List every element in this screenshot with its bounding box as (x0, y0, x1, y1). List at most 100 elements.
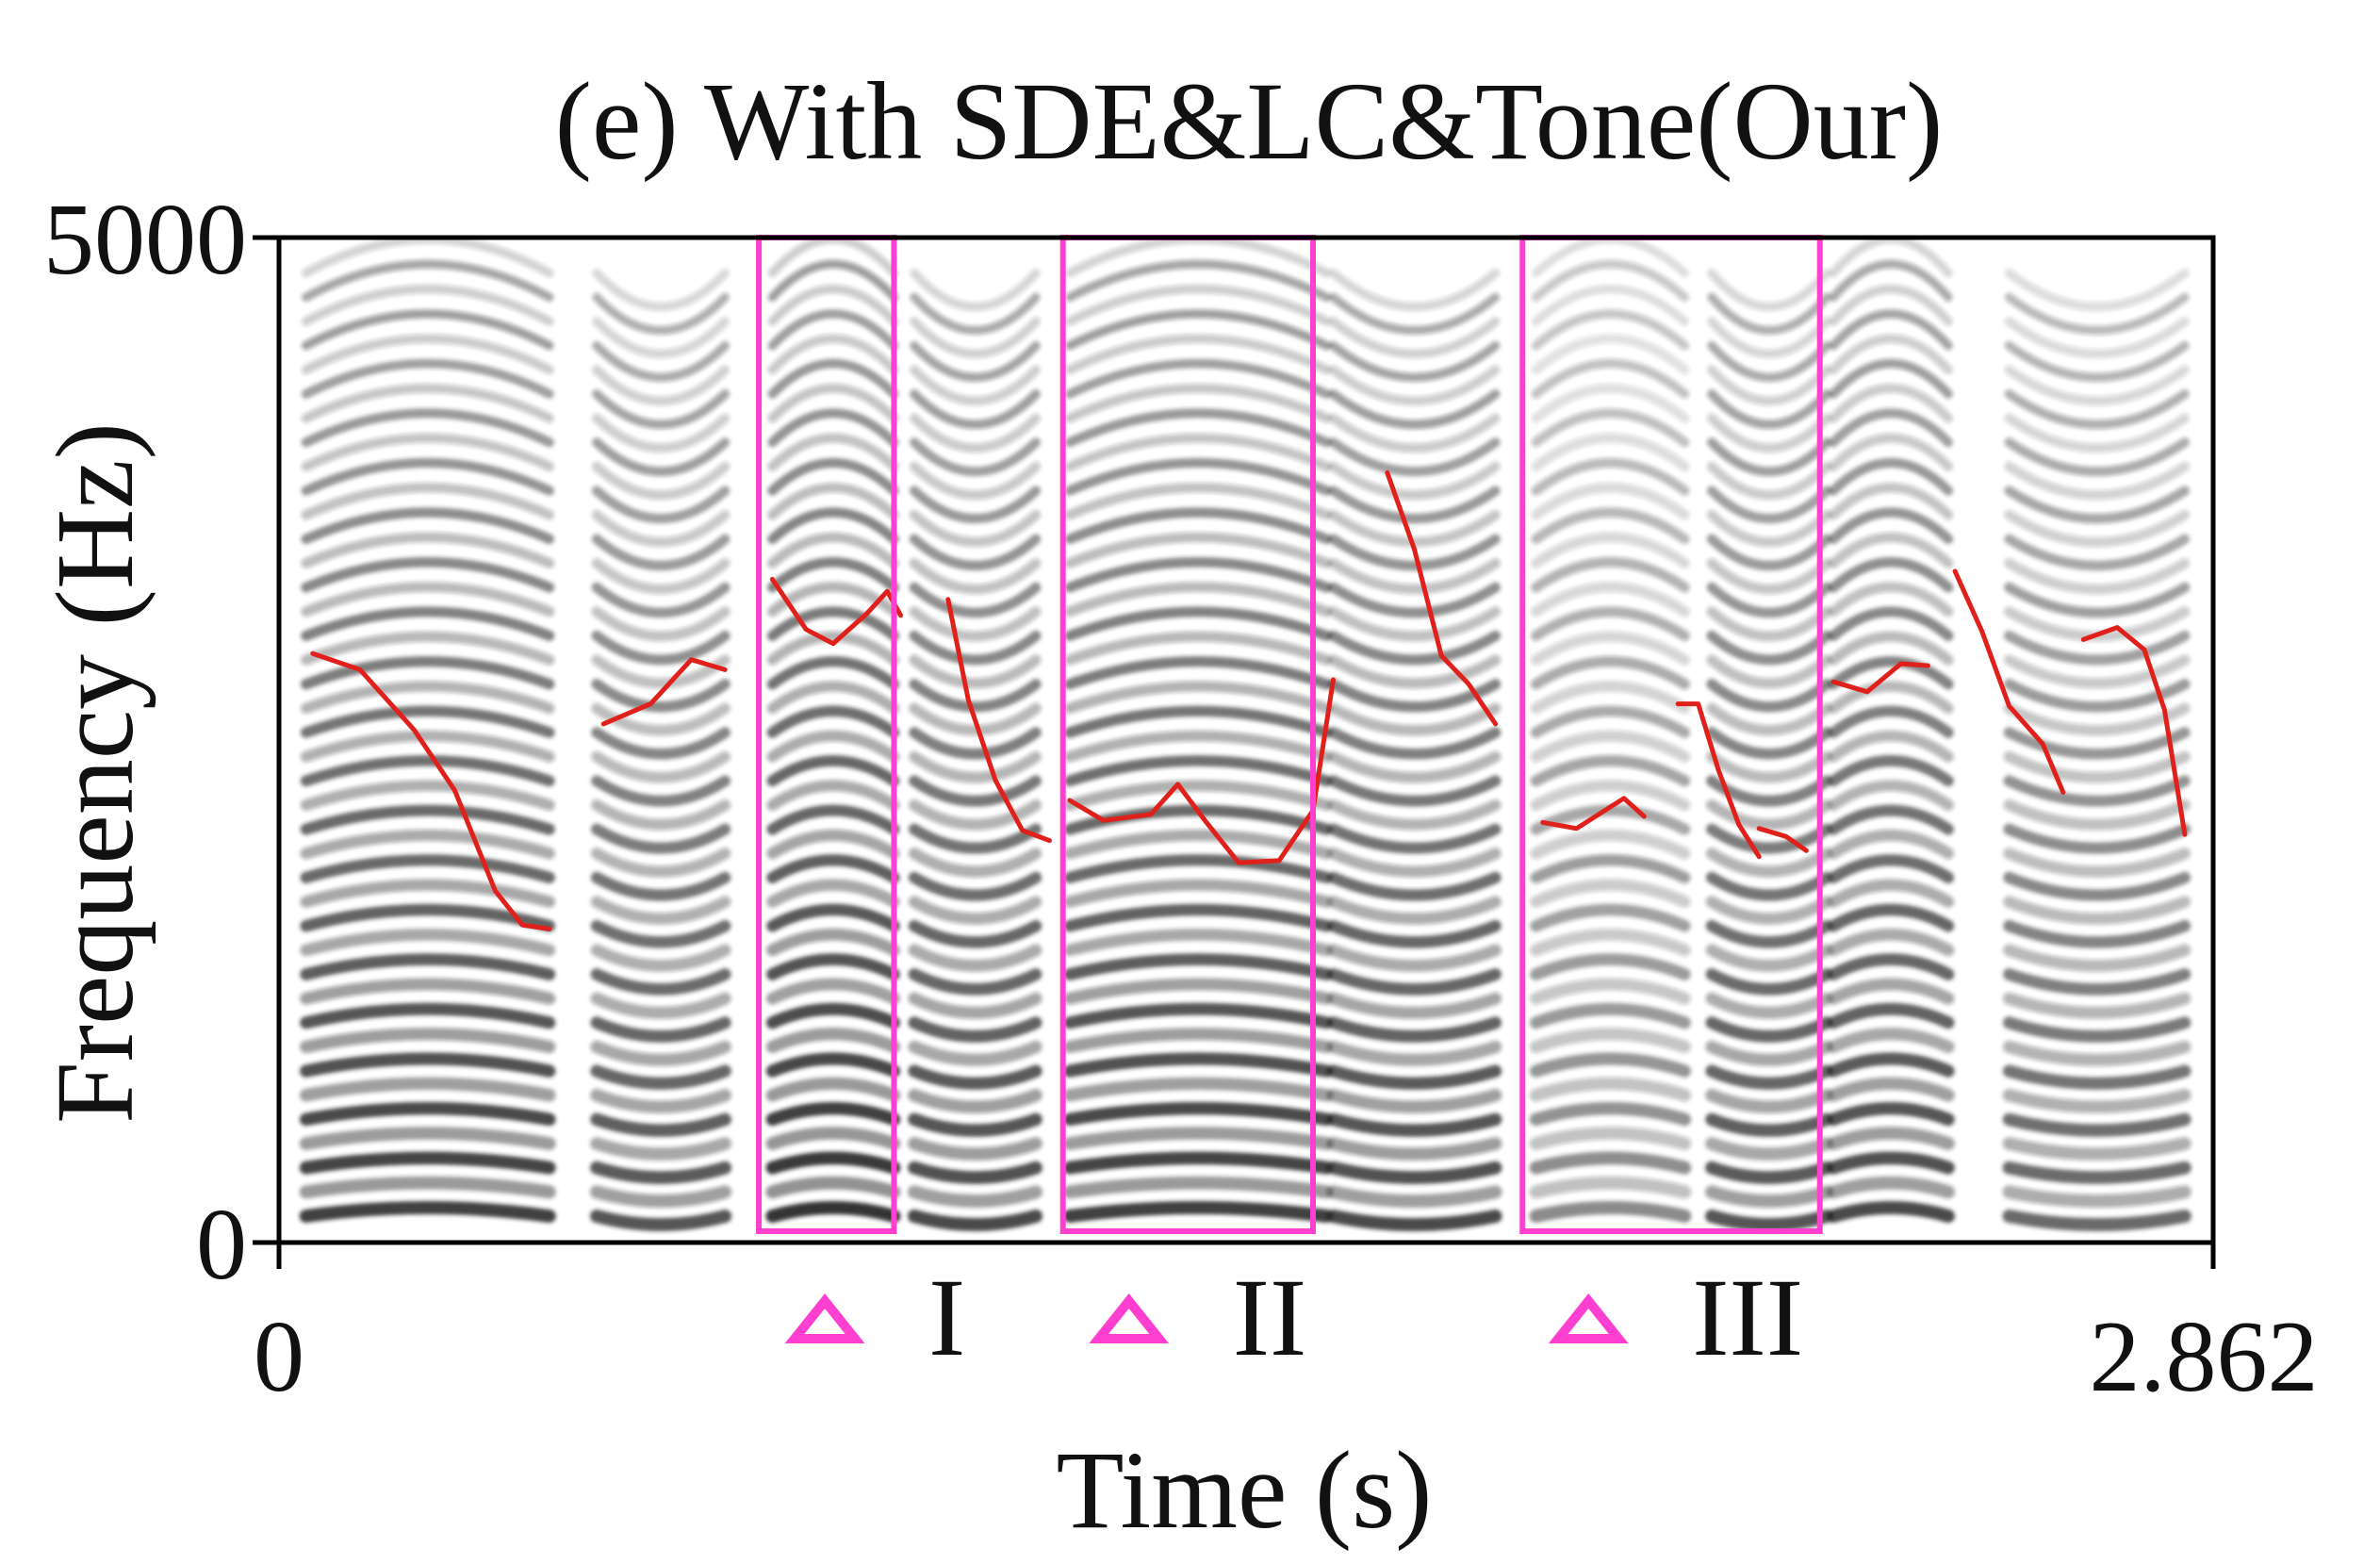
harmonic-band (1705, 1064, 1833, 1090)
harmonic-band (591, 486, 730, 524)
y-tick-label: 5000 (43, 184, 247, 296)
harmonic-band (1530, 730, 1691, 763)
harmonic-band (1065, 309, 1332, 351)
harmonic-band (590, 1185, 732, 1208)
harmonic-band (2003, 775, 2191, 807)
harmonic-band (1827, 1002, 1955, 1029)
harmonic-band (1827, 1052, 1955, 1078)
harmonic-band (766, 804, 900, 835)
harmonic-band (909, 702, 1042, 736)
harmonic-band (1706, 823, 1832, 854)
harmonic-band (2004, 534, 2191, 571)
harmonic-band (1705, 944, 1833, 972)
harmonic-band (1706, 702, 1832, 736)
harmonic-band (590, 1161, 732, 1184)
harmonic-band (2002, 1040, 2191, 1066)
harmonic-band (2003, 679, 2191, 713)
harmonic-band (1828, 483, 1954, 520)
harmonic-band (1328, 317, 1501, 358)
harmonic-band (301, 433, 554, 471)
harmonic-band (909, 606, 1042, 642)
harmonic-band (1828, 433, 1954, 471)
harmonic-band (1828, 606, 1954, 641)
harmonic-band (1064, 681, 1333, 715)
harmonic-band (1328, 509, 1501, 548)
harmonic-band (592, 292, 730, 336)
harmonic-band (1328, 340, 1501, 382)
harmonic-band (1529, 1127, 1692, 1150)
harmonic-band (1064, 408, 1332, 448)
box-label: III (1692, 1256, 1803, 1379)
harmonic-band (1828, 457, 1954, 496)
harmonic-band (1828, 507, 1954, 545)
pitch-contour (600, 657, 728, 727)
spectrogram-area (299, 238, 2191, 1231)
harmonic-band (1706, 606, 1832, 642)
harmonic-band (765, 1176, 901, 1199)
harmonic-band (1327, 630, 1502, 666)
harmonic-band (909, 509, 1042, 548)
harmonic-band (1828, 656, 1954, 690)
harmonic-band (909, 654, 1042, 689)
harmonic-band (1828, 557, 1954, 593)
y-axis-label: Frequency (Hz) (33, 422, 156, 1124)
harmonic-band (2002, 1210, 2191, 1231)
pitch-contour (1385, 469, 1499, 727)
harmonic-band (1327, 944, 1502, 972)
harmonic-band (1063, 879, 1333, 908)
harmonic-band (1828, 755, 1954, 787)
harmonic-band (590, 919, 731, 948)
harmonic-band (1327, 992, 1502, 1019)
harmonic-band (300, 829, 555, 860)
harmonic-band (590, 1137, 732, 1161)
harmonic-band (1705, 871, 1833, 901)
harmonic-band (1530, 903, 1691, 932)
pitch-contour (945, 597, 1052, 844)
spectrogram-segment (1326, 269, 1502, 1231)
harmonic-band (301, 358, 554, 399)
harmonic-band (592, 317, 730, 359)
harmonic-band (765, 1002, 900, 1029)
harmonic-band (910, 317, 1041, 358)
x-axis-label: Time (s) (1057, 1428, 1433, 1552)
harmonic-band (1327, 775, 1502, 807)
harmonic-band (1327, 750, 1502, 783)
harmonic-band (300, 879, 555, 908)
harmonic-band (1062, 1151, 1334, 1175)
harmonic-band (766, 656, 900, 690)
harmonic-band (2003, 896, 2191, 925)
harmonic-band (766, 928, 900, 957)
spectrogram-segment (589, 269, 732, 1231)
harmonic-band (1326, 1040, 1502, 1066)
pitch-contour (1067, 677, 1336, 865)
harmonic-band (766, 953, 900, 980)
spectrogram-segment (2002, 269, 2191, 1231)
harmonic-band (1531, 383, 1690, 423)
harmonic-band (1828, 730, 1954, 763)
harmonic-band (1705, 1089, 1833, 1113)
harmonic-band (591, 606, 730, 642)
harmonic-band (1827, 1077, 1955, 1102)
harmonic-band (1705, 968, 1833, 996)
harmonic-band (1530, 1028, 1691, 1054)
harmonic-band (2003, 799, 2191, 831)
harmonic-band (301, 532, 555, 568)
harmonic-band (590, 968, 731, 996)
harmonic-band (300, 1028, 556, 1054)
harmonic-band (1327, 702, 1502, 736)
harmonic-band (1827, 879, 1955, 908)
harmonic-band (591, 509, 730, 548)
harmonic-band (1829, 259, 1953, 302)
harmonic-band (591, 534, 730, 571)
harmonic-band (1530, 705, 1691, 738)
harmonic-band (590, 944, 731, 972)
harmonic-band (1531, 483, 1690, 520)
harmonic-band (301, 457, 554, 496)
harmonic-band (1063, 1028, 1333, 1054)
harmonic-band (1063, 780, 1333, 811)
pitch-contours (310, 469, 2188, 931)
harmonic-band (909, 679, 1042, 713)
pitch-contour (310, 650, 552, 931)
harmonic-band (910, 340, 1041, 382)
